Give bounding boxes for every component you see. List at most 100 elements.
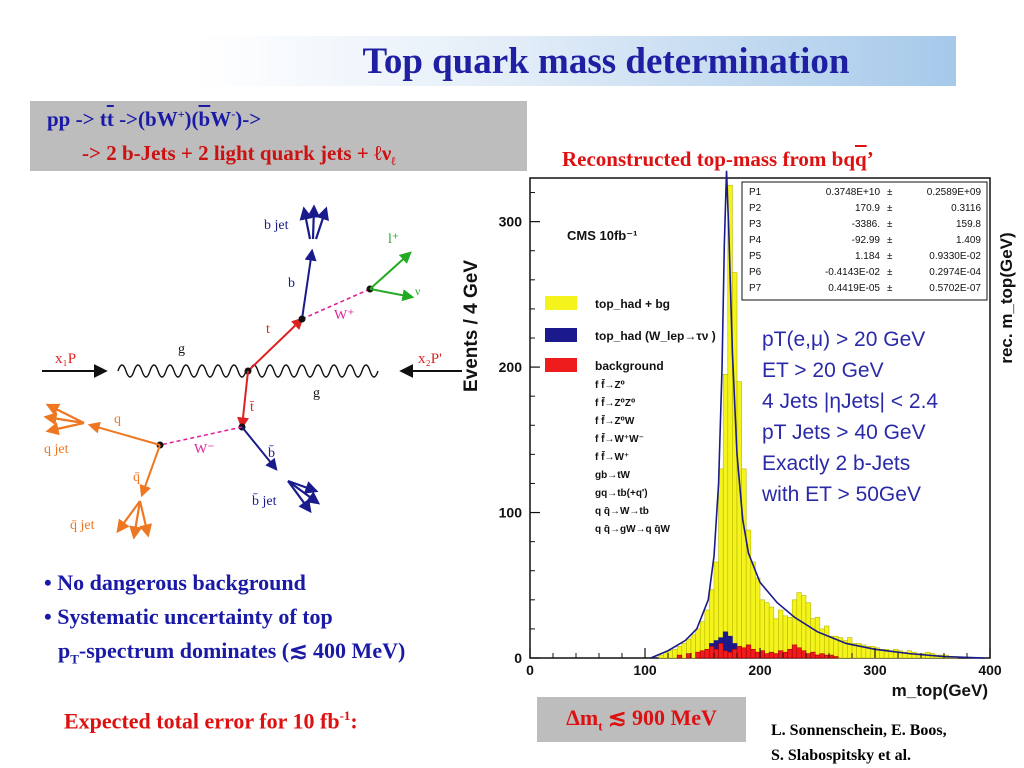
hist-bin xyxy=(741,468,747,659)
bg-process-label: f f̄→Z⁰W xyxy=(595,415,635,427)
bg-bin xyxy=(745,644,752,659)
hist-bin xyxy=(814,616,821,659)
bg-bin xyxy=(819,653,825,659)
hist-bin xyxy=(824,625,830,659)
label-g-bottom: g xyxy=(313,386,320,401)
bg-process-label: gb→tW xyxy=(595,470,631,481)
title-bar: Top quark mass determination xyxy=(196,36,956,86)
bg-bin xyxy=(676,654,683,659)
bg-process-label: gq→tb(+q') xyxy=(595,488,648,499)
param-name: P6 xyxy=(749,267,762,278)
bg-process-label: q q̄→gW→q q̄W xyxy=(595,524,671,535)
hist-bin xyxy=(828,635,834,659)
param-name: P1 xyxy=(749,187,762,198)
label-l-plus: l⁺ xyxy=(388,232,399,247)
x-tick-label: 100 xyxy=(633,662,657,678)
param-value: 170.9 xyxy=(855,203,880,214)
label-q: q xyxy=(114,412,121,427)
gluon-left xyxy=(117,364,247,378)
y-tick-label: 100 xyxy=(499,505,523,521)
hist-bin xyxy=(681,643,687,659)
page-title: Top quark mass determination xyxy=(362,41,850,82)
bg-process-label: f f̄→W⁺ xyxy=(595,451,629,463)
process-line-2: -> 2 b-Jets + 2 light quark jets + ℓνℓ xyxy=(82,141,396,169)
param-error: 159.8 xyxy=(956,219,981,230)
cut-label: with ET > 50GeV xyxy=(761,483,921,506)
param-name: P4 xyxy=(749,235,762,246)
legend-swatch-red xyxy=(545,358,577,372)
hist-bin xyxy=(667,650,673,659)
bg-bin xyxy=(782,651,788,659)
qbar-line xyxy=(139,444,161,498)
hist-bin xyxy=(893,648,899,659)
bg-process-list: f f̄→Z⁰ f f̄→Z⁰Z⁰ f f̄→Z⁰W f f̄→W⁺W⁻ f f̄→W⁺… xyxy=(595,379,671,535)
param-value: 1.184 xyxy=(855,251,880,262)
param-error: 0.2589E+09 xyxy=(927,187,982,198)
label-tbar: t̄ xyxy=(249,400,255,415)
label-b: b xyxy=(288,276,295,291)
bg-bin xyxy=(805,653,811,659)
cut-label: pT(e,μ) > 20 GeV xyxy=(762,328,925,351)
param-pm: ± xyxy=(887,219,893,230)
qbar-jet-arrow-2 xyxy=(129,500,143,540)
bg-bin xyxy=(718,643,724,659)
bg-process-label: f f̄→Z⁰Z⁰ xyxy=(595,397,635,409)
y-tick-label: 300 xyxy=(499,214,523,230)
param-value: 0.4419E-05 xyxy=(828,283,880,294)
cut-label: pT Jets > 40 GeV xyxy=(762,421,926,444)
hist-bin xyxy=(736,381,742,659)
param-value: -3386. xyxy=(852,219,880,230)
y-axis-title: Events / 4 GeV xyxy=(461,260,482,392)
q-jet-arrow-1 xyxy=(45,403,85,424)
bg-bin xyxy=(713,648,719,659)
bg-process-label: f f̄→W⁺W⁻ xyxy=(595,433,644,445)
bg-bin xyxy=(828,654,834,659)
fit-curve xyxy=(650,170,985,659)
label-b-jet: b jet xyxy=(264,218,289,233)
bg-bin xyxy=(699,650,706,659)
credit-line-1: L. Sonnenschein, E. Boos, xyxy=(771,722,947,739)
bg-bin xyxy=(773,653,779,659)
x-axis-title: m_top(GeV) xyxy=(892,681,988,700)
hist-bin xyxy=(755,577,761,659)
bbar-jet-arrow-2 xyxy=(287,480,321,505)
hist-bin xyxy=(690,634,696,659)
bg-bin xyxy=(791,644,798,659)
param-value: -0.4143E-02 xyxy=(825,267,880,278)
param-value: -92.99 xyxy=(852,235,881,246)
bg-bin xyxy=(833,656,839,659)
bg-bin xyxy=(750,648,756,659)
x-tick-label: 400 xyxy=(978,662,1002,678)
param-error: 0.9330E-02 xyxy=(929,251,981,262)
bullet-1: • No dangerous background xyxy=(44,570,306,595)
bg-bin xyxy=(732,648,738,659)
cut-label: Exactly 2 b-Jets xyxy=(762,452,910,475)
param-name: P7 xyxy=(749,283,762,294)
bg-bin xyxy=(695,651,701,659)
y-tick-label: 0 xyxy=(514,650,522,666)
mass-histogram: 0 100 200 300 400 0 100 200 300 CMS 10fb⁻¹ top_h… xyxy=(461,170,1016,700)
x-tick-label: 0 xyxy=(526,662,534,678)
label-g-top: g xyxy=(178,342,185,357)
neutrino-line xyxy=(369,288,415,302)
bullet-list: • No dangerous background • Systematic u… xyxy=(44,566,405,676)
hist-bin xyxy=(722,374,729,659)
hist-bin xyxy=(732,272,738,659)
label-t: t xyxy=(266,322,270,337)
bg-bin xyxy=(764,653,770,659)
cms-label: CMS 10fb⁻¹ xyxy=(567,228,637,243)
hist-bin xyxy=(750,561,756,659)
label-w-minus: W⁻ xyxy=(194,442,215,457)
bg-bin xyxy=(686,653,692,659)
b-quark-line xyxy=(301,248,317,320)
legend-label-2: top_had (W_lep→τν ) xyxy=(595,329,716,343)
bg-bin xyxy=(814,654,821,659)
hist-bin xyxy=(805,602,811,659)
hist-bin xyxy=(911,651,917,659)
hist-bin xyxy=(658,654,664,659)
param-name: P5 xyxy=(749,251,762,262)
bbar-jet-arrow-1 xyxy=(287,479,319,494)
bg-bin xyxy=(755,651,761,659)
expected-error: Expected total error for 10 fb-1: xyxy=(64,708,358,734)
param-pm: ± xyxy=(887,251,893,262)
